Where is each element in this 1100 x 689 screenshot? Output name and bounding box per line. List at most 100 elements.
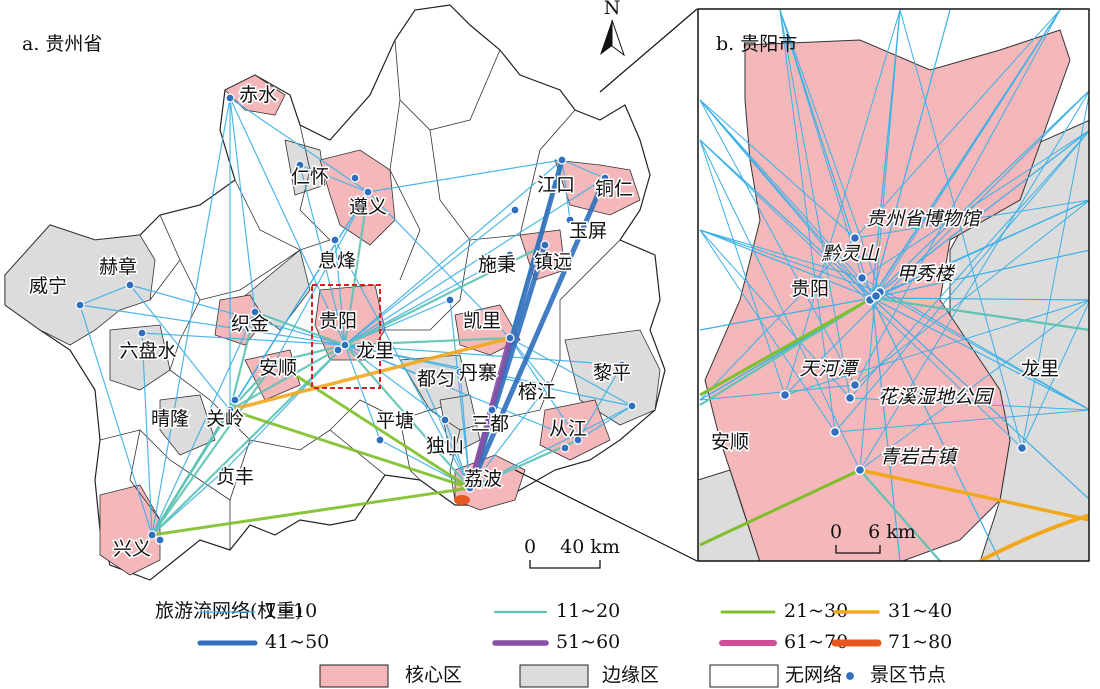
flow-line <box>784 299 1089 396</box>
flow-line <box>699 139 786 396</box>
flow-line <box>344 344 623 366</box>
flow-line <box>253 310 347 347</box>
place-label: 安顺 <box>259 357 297 379</box>
scenic-node <box>465 483 475 493</box>
flow-line <box>871 297 901 561</box>
flow-line <box>344 209 516 346</box>
flow-line <box>467 175 608 491</box>
flow-line <box>859 300 1089 471</box>
scenic-node <box>779 389 791 401</box>
flow-line <box>849 130 1089 399</box>
scenic-node <box>560 443 570 453</box>
legend: 旅游流网络(权重) 1~10 11~20 21~30 31~40 41~50 51~60 6… <box>155 600 952 688</box>
panel-title: a. 贵州省 <box>22 33 102 55</box>
scenic-node <box>844 392 856 404</box>
flow-line <box>141 332 153 536</box>
scale-bar: 0 6 km <box>830 521 916 554</box>
place-label: 镇远 <box>534 251 572 273</box>
flow-line <box>1021 300 1089 449</box>
scenic-node <box>849 379 861 391</box>
scenic-node <box>330 235 340 245</box>
legend-label: 51~60 <box>556 631 620 653</box>
core-zone <box>704 29 1071 561</box>
flow-line <box>229 97 346 346</box>
flow-line <box>699 139 873 299</box>
legend-label: 11~20 <box>556 600 620 622</box>
flow-line <box>343 243 547 347</box>
flow-line <box>449 299 471 489</box>
legend-label: 边缘区 <box>602 664 659 686</box>
scenic-node <box>350 173 360 183</box>
place-label: 安顺 <box>711 431 749 453</box>
scenic-node <box>854 464 866 476</box>
flow-line <box>343 190 370 347</box>
scenic-node <box>295 160 305 170</box>
scenic-node <box>340 340 350 350</box>
flow-line <box>699 99 856 386</box>
zoom-connector <box>514 469 698 562</box>
legend-label: 景区节点 <box>870 664 946 686</box>
place-label: 花溪湿地公园 <box>878 386 995 408</box>
flow-line <box>875 9 1061 297</box>
place-label: 仁怀 <box>291 166 329 188</box>
flow-line <box>273 360 472 490</box>
flow-line <box>367 159 563 193</box>
place-label: 都匀 <box>417 368 455 390</box>
flow-line <box>344 254 511 346</box>
flow-line <box>871 297 1089 500</box>
scale-bar: 0 40 km <box>524 536 620 569</box>
flow-line <box>859 9 901 471</box>
place-label: 关岭 <box>206 408 244 430</box>
panel-title: b. 贵阳市 <box>716 33 797 55</box>
legend-label: 71~80 <box>888 631 952 653</box>
place-label: 平塘 <box>376 410 414 432</box>
legend-label: 41~50 <box>265 631 329 653</box>
flow-line <box>129 284 231 411</box>
place-label: 丹寨 <box>459 362 497 384</box>
flow-line <box>699 229 863 279</box>
place-label: 施秉 <box>478 254 516 276</box>
scale-zero: 0 <box>524 536 536 558</box>
flow-line <box>779 9 836 433</box>
flow-line <box>150 486 472 537</box>
scenic-node <box>363 187 373 197</box>
scenic-node <box>487 405 497 415</box>
place-label: 龙里 <box>1021 358 1059 380</box>
north-label: N <box>604 0 621 19</box>
flow-line <box>699 139 1023 449</box>
place-label: 晴隆 <box>151 408 189 430</box>
flow-line <box>871 249 1089 299</box>
scenic-node <box>155 535 165 545</box>
place-label: 赫章 <box>99 256 137 278</box>
flow-line <box>779 9 881 293</box>
scenic-node <box>455 367 465 377</box>
flow-line <box>834 130 1089 433</box>
legend-swatch <box>319 664 389 688</box>
flow-line <box>849 397 1089 411</box>
edge-zone <box>4 224 156 346</box>
scale-length: 6 km <box>868 521 916 543</box>
flow-line <box>699 99 856 239</box>
place-label: 威宁 <box>29 275 67 297</box>
flow-line <box>699 468 861 547</box>
flow-line <box>561 159 606 179</box>
flow-line <box>469 384 549 489</box>
place-label: 息烽 <box>318 250 356 272</box>
flow-line <box>129 284 346 346</box>
north-arrow: N <box>600 0 625 57</box>
flow-line <box>871 296 1089 331</box>
place-label: 荔波 <box>464 468 502 490</box>
legend-swatch <box>709 664 779 688</box>
flow-line <box>699 229 836 433</box>
place-label: 贵州省博物馆 <box>866 208 983 230</box>
flow-line <box>228 408 472 490</box>
place-label: 铜仁 <box>595 178 633 200</box>
place-label: 贵阳 <box>791 278 829 300</box>
place-label: 天河潭 <box>799 358 859 380</box>
legend-label: 无网络 <box>785 664 842 686</box>
flow-line <box>699 229 873 299</box>
flow-line <box>699 296 873 397</box>
place-label: 织金 <box>231 313 269 335</box>
flow-line <box>979 513 1089 561</box>
